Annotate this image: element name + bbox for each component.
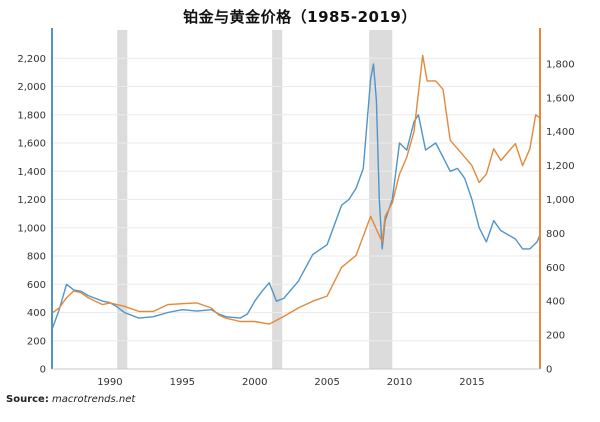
right-tick-label: 600 — [546, 263, 565, 274]
axes — [51, 28, 541, 370]
left-tick-label: 1,600 — [17, 139, 46, 150]
chart-title: 铂金与黄金价格（1985-2019） — [183, 8, 417, 26]
x-tick-label: 1990 — [97, 377, 122, 388]
tick-labels: 0 200 400 600 800 1,000 1,200 1,400 1,600 1,800 2,… — [17, 54, 574, 388]
right-tick-label: 1,200 — [546, 161, 575, 172]
right-tick-label: 1,000 — [546, 195, 575, 206]
right-tick-label: 800 — [546, 229, 565, 240]
left-tick-label: 1,200 — [17, 195, 46, 206]
left-tick-label: 1,000 — [17, 223, 46, 234]
left-tick-label: 800 — [27, 252, 46, 263]
x-tick-label: 2015 — [459, 377, 484, 388]
right-tick-label: 1,600 — [546, 93, 575, 104]
left-tick-label: 2,200 — [17, 54, 46, 65]
x-tick-label: 2000 — [242, 377, 267, 388]
left-tick-label: 400 — [27, 308, 46, 319]
x-tick-label: 2010 — [387, 377, 412, 388]
right-tick-label: 400 — [546, 297, 565, 308]
x-tick-label: 2005 — [314, 377, 339, 388]
right-tick-label: 1,800 — [546, 59, 575, 70]
right-tick-label: 200 — [546, 331, 565, 342]
left-tick-label: 1,800 — [17, 110, 46, 121]
right-tick-label: 1,400 — [546, 127, 575, 138]
right-tick-label: 0 — [546, 365, 552, 376]
series-line-platinum — [51, 63, 541, 330]
left-tick-label: 200 — [27, 336, 46, 347]
source-label: Source: — [6, 394, 49, 405]
grid-lines — [52, 57, 540, 342]
left-tick-label: 600 — [27, 280, 46, 291]
source-note: Source: macrotrends.net — [6, 394, 135, 405]
left-tick-label: 2,000 — [17, 82, 46, 93]
source-site: macrotrends.net — [52, 394, 136, 405]
left-tick-label: 1,400 — [17, 167, 46, 178]
x-tick-label: 1995 — [170, 377, 195, 388]
series-line-gold — [51, 54, 541, 325]
left-tick-label: 0 — [40, 365, 46, 376]
series-lines — [51, 54, 541, 330]
